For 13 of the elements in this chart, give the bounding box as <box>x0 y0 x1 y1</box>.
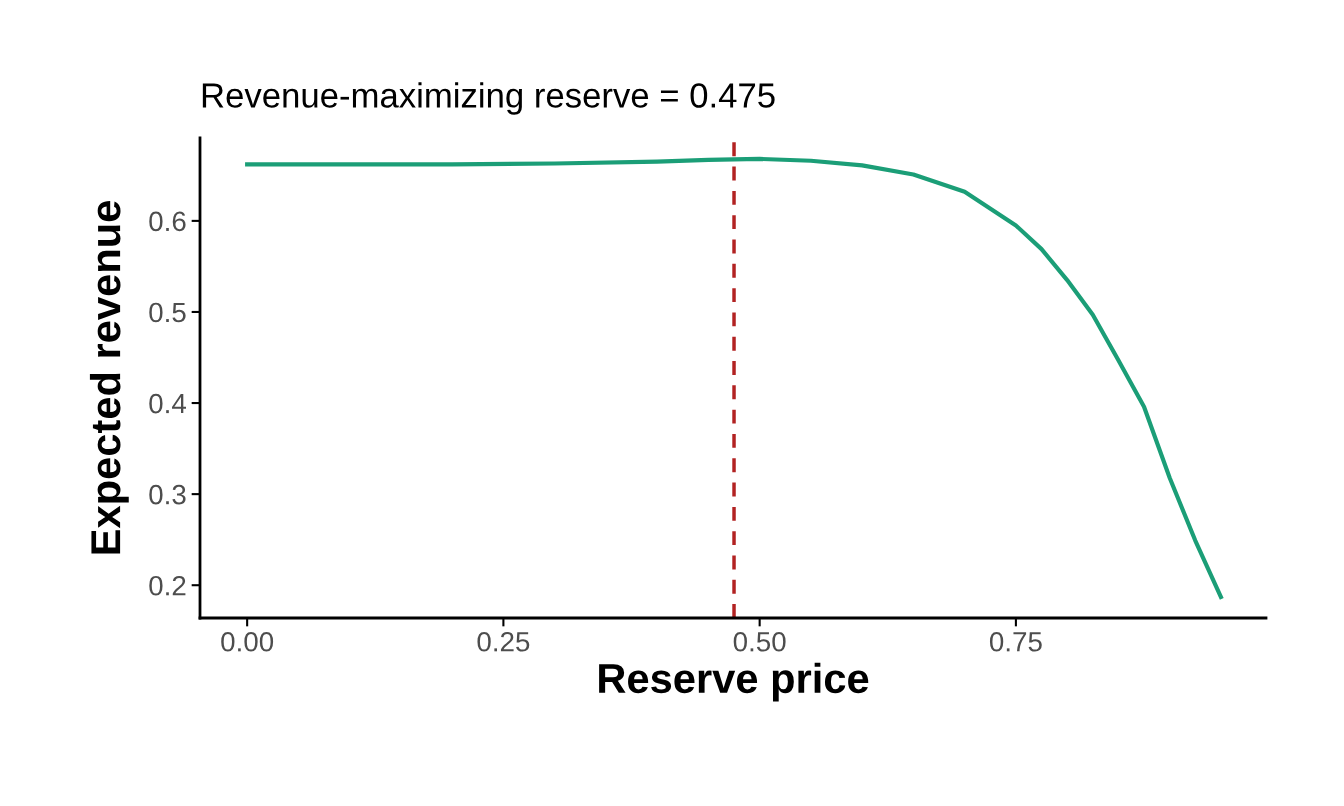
y-tick-label: 0.3 <box>149 484 186 505</box>
x-tick-label: 0.50 <box>733 631 786 652</box>
x-tick-label: 0.00 <box>221 631 274 652</box>
y-tick-label: 0.2 <box>149 575 186 596</box>
line-series <box>245 156 1223 600</box>
y-tick-label: 0.4 <box>149 393 186 414</box>
y-axis-title: Expected revenue <box>89 201 129 554</box>
x-axis-title: Reserve price <box>599 662 869 702</box>
x-tick-label: 0.75 <box>989 631 1042 652</box>
y-tick-label: 0.5 <box>149 302 186 323</box>
x-tick-label: 0.25 <box>477 631 530 652</box>
y-tick-label: 0.6 <box>149 211 186 232</box>
chart-title: Revenue-maximizing reserve = 0.475 <box>202 82 775 115</box>
